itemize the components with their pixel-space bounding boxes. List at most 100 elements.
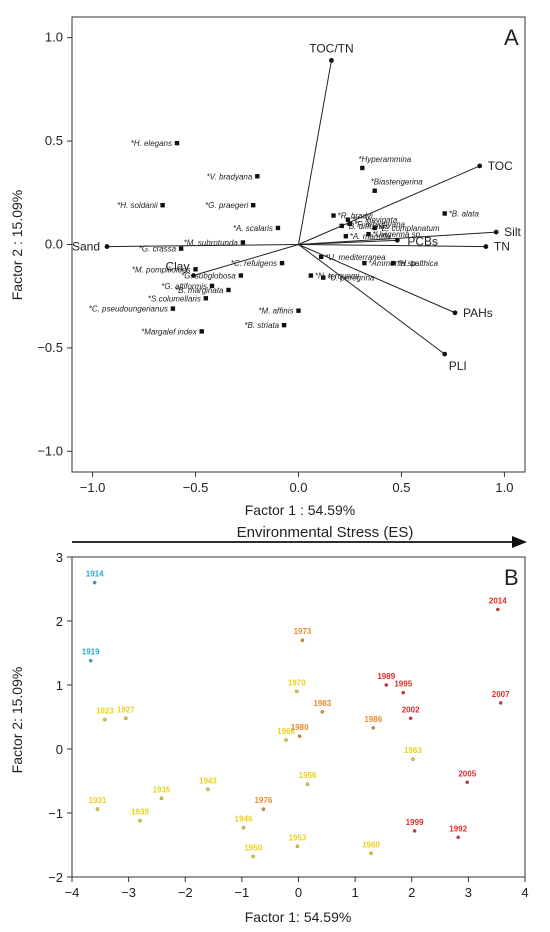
panel-b-y-tick-label: 2 <box>56 614 63 629</box>
vector-toc-tn <box>298 60 332 245</box>
species-point <box>178 246 184 251</box>
panel-b-y-tick-label: −1 <box>48 806 63 821</box>
species-point <box>199 329 204 334</box>
panel-a-species: *H. elegans *V. bradyana *H. soldanii *G. p… <box>89 139 480 336</box>
species-label: *H. elegans <box>131 139 172 148</box>
species-label: *H. balthica <box>397 259 438 268</box>
panel-b: B Factor 1: 54.59% Factor 2: 15.09% −4 −3… <box>9 550 529 925</box>
species-point <box>255 174 260 179</box>
vector-tip-toc <box>477 163 483 169</box>
panel-a-y-tick-label: −0.5 <box>37 340 63 355</box>
species-point <box>343 234 349 239</box>
species-label: *Hyperammina <box>358 155 411 164</box>
year-point-1989 <box>384 683 389 687</box>
species-label: *B. striata <box>244 321 279 330</box>
vector-toc <box>298 165 480 245</box>
year-label-1976: 1976 <box>254 796 272 805</box>
year-point-1976 <box>261 807 266 811</box>
year-label-1966: 1966 <box>277 727 295 736</box>
species-point <box>331 213 336 218</box>
species-label: *Biasterigerina <box>371 178 424 187</box>
vector-tip-tn <box>483 244 489 249</box>
year-label-1995: 1995 <box>394 680 412 689</box>
species-label: *G. praegeri <box>205 201 248 210</box>
panel-b-y-tick-label: 1 <box>56 678 63 693</box>
year-point-1914 <box>92 580 97 585</box>
species-point <box>366 231 371 237</box>
species-point <box>345 217 351 222</box>
panel-b-x-tick-label: 3 <box>465 885 472 900</box>
vector-label-tn: TN <box>494 240 510 254</box>
year-point-1943 <box>206 787 210 792</box>
vector-tip-pcbs <box>394 237 400 243</box>
year-point-1963 <box>411 757 415 762</box>
vector-tip-silt <box>493 229 499 235</box>
year-point-1986 <box>371 726 376 730</box>
year-label-1931: 1931 <box>89 796 107 805</box>
year-label-2007: 2007 <box>492 690 510 699</box>
species-label: *V. bradyana <box>207 172 253 181</box>
species-label: *M. pompilioides <box>132 265 191 274</box>
species-point <box>226 287 231 293</box>
year-label-2005: 2005 <box>458 769 476 778</box>
species-label: *C. laevigata <box>352 216 398 225</box>
year-label-1919: 1919 <box>82 648 100 657</box>
panel-a-y-axis-title: Factor 2 : 15.09% <box>9 190 25 301</box>
year-point-1980 <box>297 734 302 739</box>
year-point-1927 <box>123 716 128 721</box>
panel-a-x-tick-label: −0.5 <box>183 480 209 495</box>
species-label: *R. bradyi <box>338 212 373 221</box>
species-label: *N. terquemi <box>315 272 360 281</box>
panel-b-x-tick-label: 1 <box>352 885 359 900</box>
species-label: *E. complanatum <box>379 224 440 233</box>
vector-pcbs <box>298 239 398 245</box>
year-point-1983 <box>320 710 325 714</box>
year-point-1935 <box>159 796 164 801</box>
panel-b-x-tick-label: −4 <box>65 885 80 900</box>
vector-label-pahs: PAHs <box>463 306 493 320</box>
environmental-stress-arrow: Environmental Stress (ES) <box>72 524 527 548</box>
vector-tip-clay <box>191 273 196 278</box>
vector-tip-pahs <box>452 310 458 316</box>
species-point <box>203 296 209 301</box>
species-label: *B. difformis <box>346 222 389 231</box>
year-label-1956: 1956 <box>299 771 317 780</box>
year-point-2005 <box>465 780 470 785</box>
year-label-1927: 1927 <box>117 705 135 714</box>
species-point <box>238 273 244 278</box>
panel-a: A Factor 1 : 54.59% Factor 2 : 15.09% −1… <box>9 16 526 518</box>
year-label-1980: 1980 <box>291 723 309 732</box>
species-point <box>251 203 256 208</box>
year-label-1970: 1970 <box>288 678 306 687</box>
species-label: *U. mediterranea <box>325 253 386 262</box>
year-point-1970 <box>295 689 299 694</box>
species-point <box>279 260 285 266</box>
year-point-1999 <box>412 829 417 833</box>
year-label-1935: 1935 <box>153 785 171 794</box>
panel-b-x-tick-label: 4 <box>521 885 528 900</box>
panel-b-letter: B <box>504 565 519 590</box>
panel-b-y-tick-label: 3 <box>56 550 63 565</box>
panel-a-x-tick-label: 0.0 <box>289 480 307 495</box>
vector-label-sand: Sand <box>72 240 100 254</box>
year-point-1953 <box>295 844 300 849</box>
species-point <box>442 211 447 216</box>
year-label-1983: 1983 <box>313 699 331 708</box>
year-label-1923: 1923 <box>96 707 114 716</box>
species-point <box>360 165 365 171</box>
species-point <box>174 140 180 146</box>
species-point <box>391 260 396 266</box>
panel-b-x-tick-label: −3 <box>121 885 136 900</box>
panel-b-points: 1914 1919 1923 1927 1931 1939 1935 1943 1946 1950… <box>82 570 510 859</box>
species-label: *G. altiformis <box>161 282 207 291</box>
year-label-1939: 1939 <box>131 808 149 817</box>
year-point-1923 <box>103 717 107 722</box>
panel-a-y-tick-label: 0.5 <box>45 133 63 148</box>
species-point <box>275 225 281 231</box>
year-point-1966 <box>284 738 288 742</box>
vector-label-silt: Silt <box>504 225 521 239</box>
species-label: *S.columellaris <box>148 294 201 303</box>
year-point-2007 <box>498 701 503 705</box>
